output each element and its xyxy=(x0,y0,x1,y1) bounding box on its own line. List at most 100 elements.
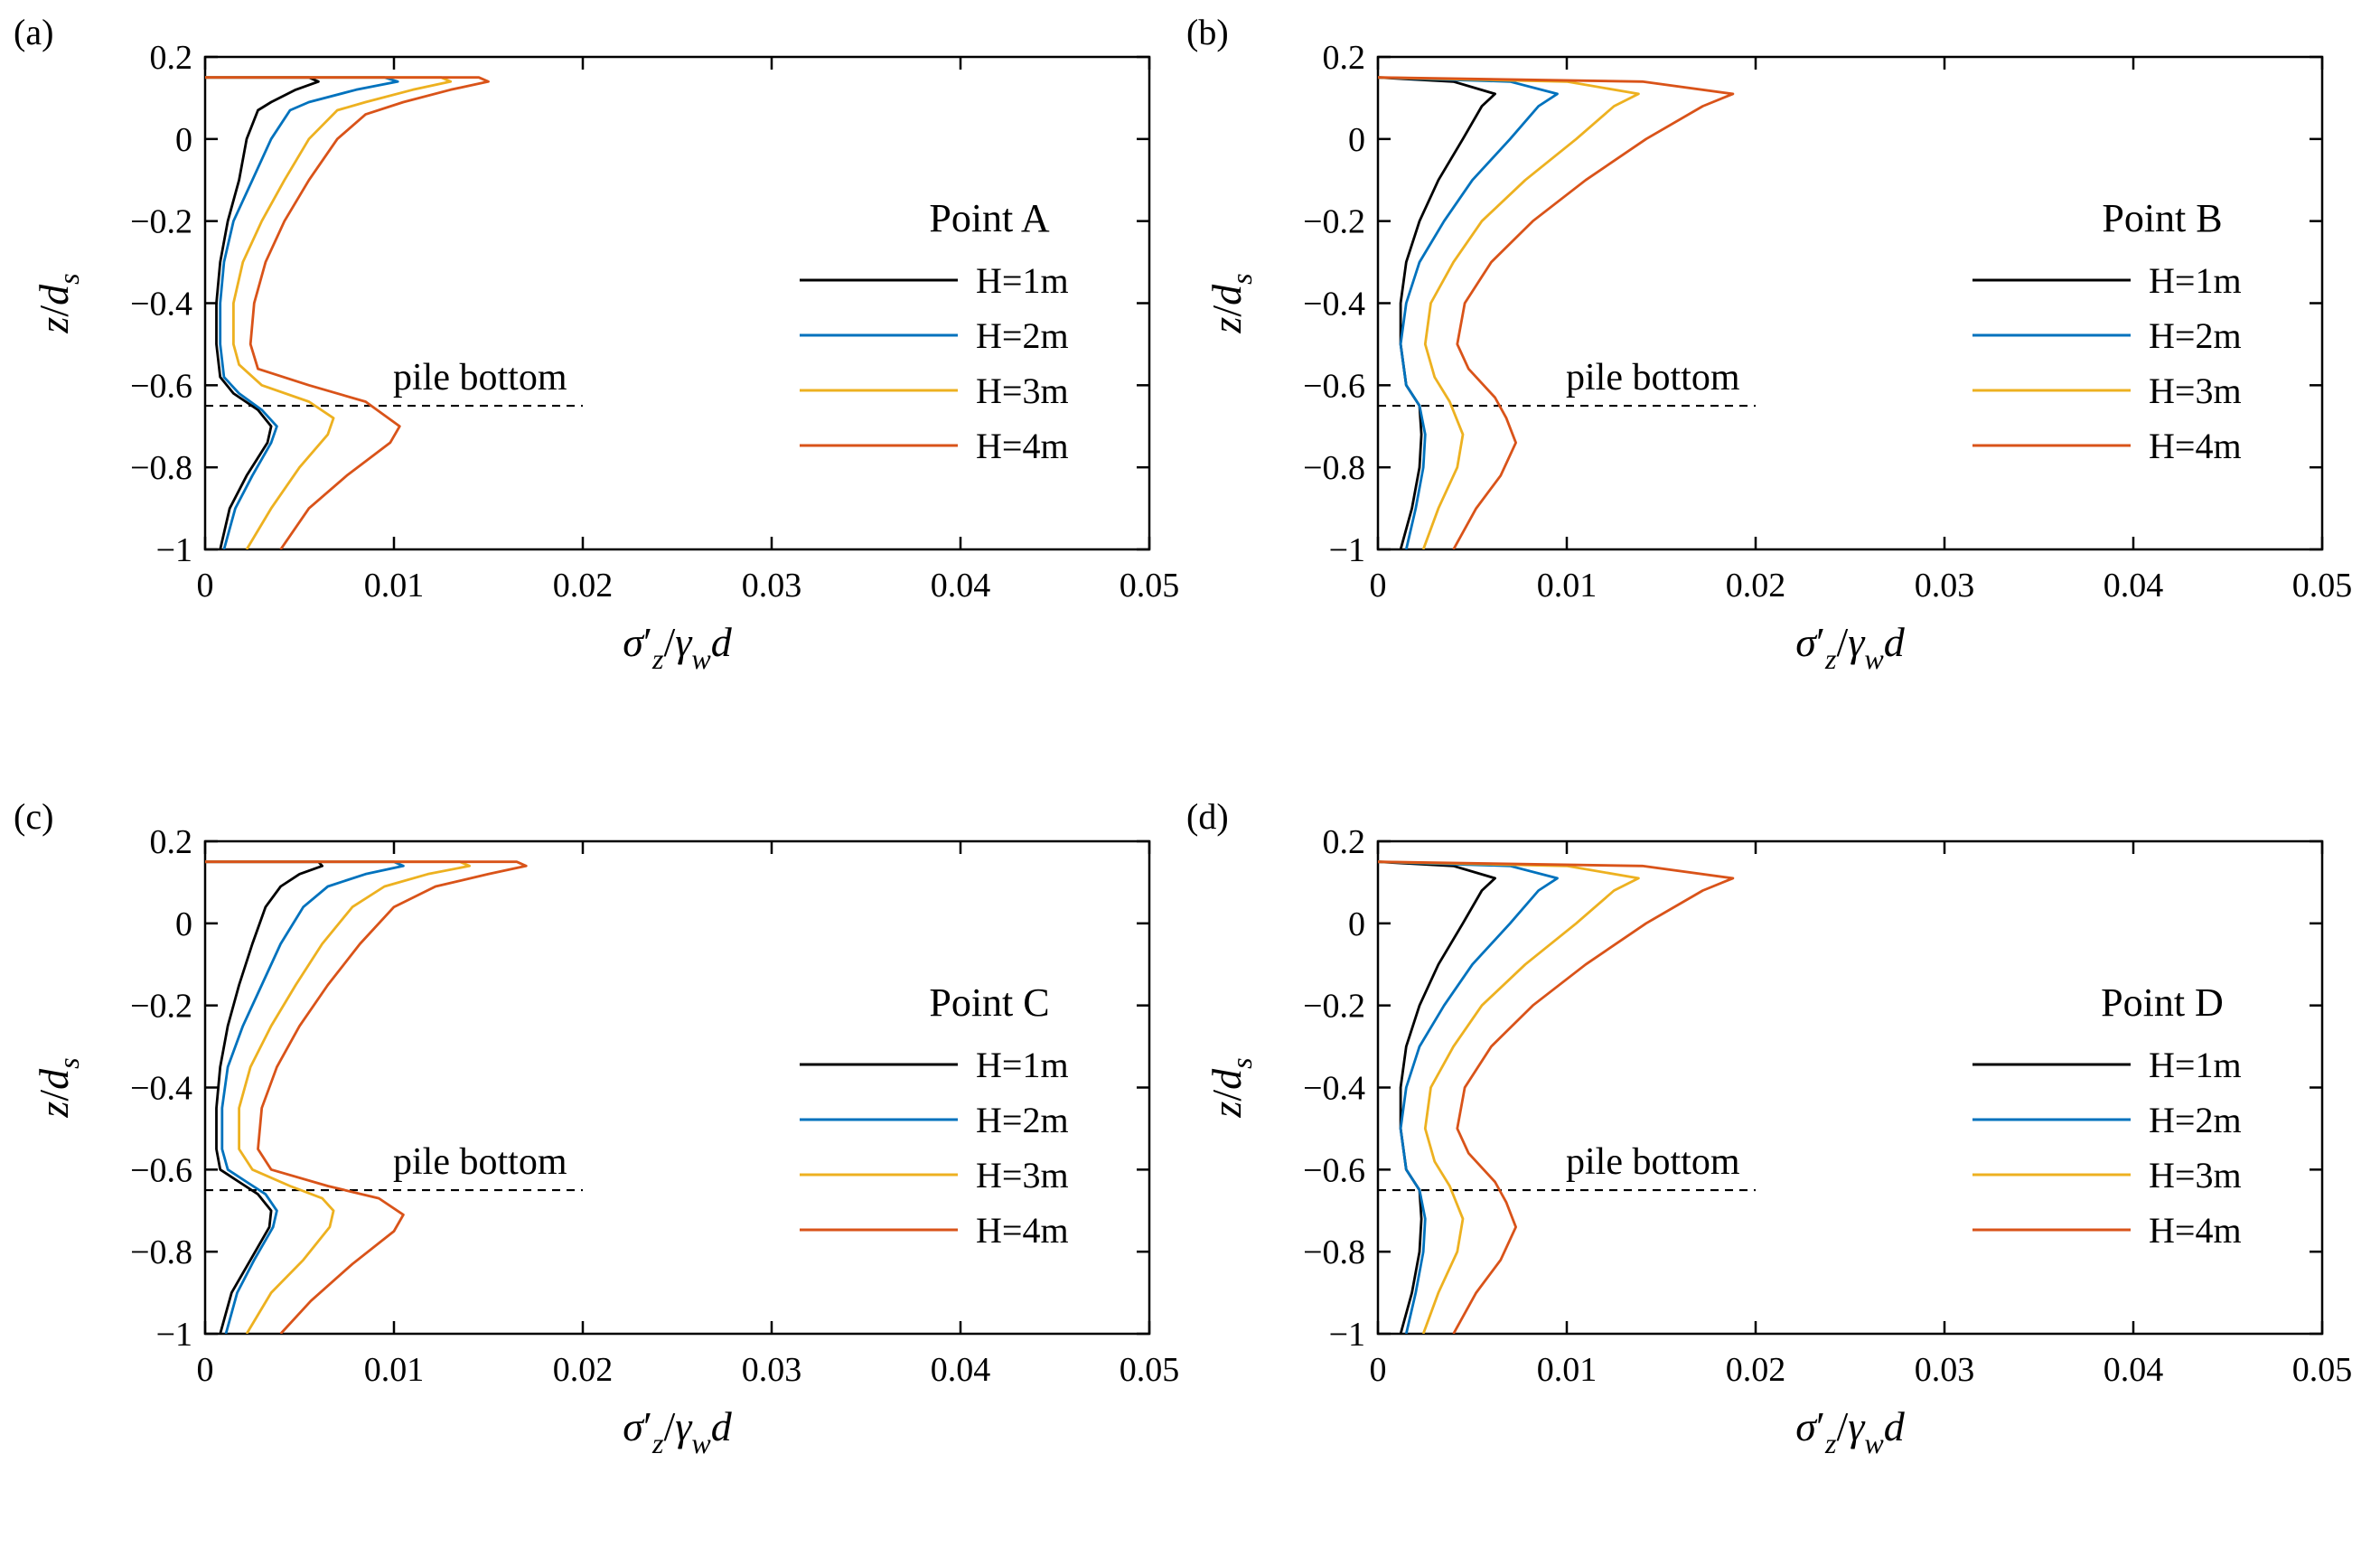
y-tick-label: −0.8 xyxy=(130,1233,192,1271)
x-tick-label: 0.01 xyxy=(364,567,425,605)
x-tick-label: 0.03 xyxy=(1915,1351,1975,1389)
x-tick-label: 0.04 xyxy=(931,1351,991,1389)
legend-entry: H=1m xyxy=(976,260,1069,301)
y-tick-label: −0.6 xyxy=(1303,367,1365,405)
series-line-h1m xyxy=(1378,76,1496,549)
series-line-h2m xyxy=(1378,76,1559,549)
y-tick-label: 0 xyxy=(1348,905,1365,943)
legend-entry: H=3m xyxy=(2149,370,2242,411)
legend-entry: H=3m xyxy=(976,1155,1069,1196)
y-tick-label: −0.2 xyxy=(130,988,192,1026)
y-tick-label: −0.2 xyxy=(1303,203,1365,241)
panel-label: (a) xyxy=(14,12,53,52)
series-line-h2m xyxy=(205,860,405,1334)
pile-bottom-label: pile bottom xyxy=(1566,357,1740,399)
x-tick-label: 0.05 xyxy=(2292,567,2353,605)
x-tick-label: 0.02 xyxy=(1726,567,1786,605)
x-tick-label: 0 xyxy=(1370,567,1387,605)
chart-panel: (c) 0 0.01 0.02 0.03 0.04 0.05 0.2 0 −0.2 −0.4 −0.6… xyxy=(14,796,1179,1459)
axes-frame xyxy=(1376,55,2324,551)
x-tick-label: 0 xyxy=(197,567,214,605)
y-tick-label: −0.6 xyxy=(130,1151,192,1189)
x-axis-title: σ′z/γwd xyxy=(623,619,732,675)
axes-frame xyxy=(1376,839,2324,1336)
y-axis-title: z/ds xyxy=(31,273,85,333)
x-tick-label: 0.04 xyxy=(931,567,991,605)
x-tick-label: 0 xyxy=(197,1351,214,1389)
y-tick-label: 0 xyxy=(175,905,192,943)
series-group xyxy=(1378,76,1735,549)
legend-entry: H=4m xyxy=(976,1210,1069,1251)
pile-bottom-label: pile bottom xyxy=(1566,1141,1740,1183)
series-line-h2m xyxy=(1378,860,1559,1334)
legend-entry: H=1m xyxy=(2149,260,2242,301)
x-tick-label: 0.01 xyxy=(364,1351,425,1389)
series-line-h2m xyxy=(205,76,399,549)
y-tick-label: −1 xyxy=(1329,531,1365,569)
legend-title: Point D xyxy=(2101,980,2224,1025)
y-tick-label: −0.4 xyxy=(130,286,192,324)
legend-entry: H=2m xyxy=(976,1100,1069,1140)
y-tick-label: −0.4 xyxy=(1303,1070,1365,1108)
x-tick-label: 0.02 xyxy=(1726,1351,1786,1389)
y-tick-label: 0.2 xyxy=(1323,823,1366,861)
y-tick-label: −0.6 xyxy=(130,367,192,405)
y-tick-label: −1 xyxy=(156,531,192,569)
pile-bottom-label: pile bottom xyxy=(393,1141,567,1183)
legend-title: Point C xyxy=(929,980,1049,1025)
legend-entry: H=3m xyxy=(2149,1155,2242,1196)
y-tick-label: 0.2 xyxy=(1323,39,1366,77)
series-line-h1m xyxy=(205,76,320,549)
y-tick-label: −0.2 xyxy=(130,203,192,241)
series-line-h4m xyxy=(1378,76,1735,549)
legend-entry: H=2m xyxy=(2149,315,2242,356)
x-tick-label: 0.02 xyxy=(553,1351,614,1389)
x-tick-label: 0.03 xyxy=(1915,567,1975,605)
y-tick-label: −0.8 xyxy=(1303,1233,1365,1271)
series-group xyxy=(205,76,490,549)
y-tick-label: −1 xyxy=(1329,1316,1365,1354)
panel-label: (c) xyxy=(14,796,53,837)
series-line-h4m xyxy=(1378,860,1735,1334)
x-axis-title: σ′z/γwd xyxy=(1795,619,1905,675)
series-line-h4m xyxy=(205,76,490,549)
series-line-h3m xyxy=(1378,860,1640,1334)
y-axis-title: z/ds xyxy=(1204,1057,1258,1118)
panel-label: (b) xyxy=(1186,12,1229,52)
y-tick-label: 0 xyxy=(1348,121,1365,159)
y-tick-label: −0.4 xyxy=(130,1070,192,1108)
chart-panel: (a) 0 0.01 0.02 0.03 0.04 0.05 0.2 0 −0.2 −0.4 −0.6… xyxy=(14,12,1179,675)
chart-panel: (d) 0 0.01 0.02 0.03 0.04 0.05 0.2 0 −0.2 −0.4 −0.6… xyxy=(1186,796,2352,1459)
y-tick-label: −0.6 xyxy=(1303,1151,1365,1189)
y-tick-label: −0.2 xyxy=(1303,988,1365,1026)
x-tick-label: 0.04 xyxy=(2104,1351,2164,1389)
series-line-h4m xyxy=(205,860,528,1334)
y-tick-label: −0.8 xyxy=(1303,449,1365,487)
y-tick-label: −0.8 xyxy=(130,449,192,487)
legend-entry: H=4m xyxy=(2149,426,2242,466)
x-tick-label: 0.03 xyxy=(742,567,802,605)
legend-entry: H=2m xyxy=(976,315,1069,356)
x-tick-label: 0.04 xyxy=(2104,567,2164,605)
x-axis-title: σ′z/γwd xyxy=(623,1403,732,1459)
y-tick-label: 0.2 xyxy=(150,823,193,861)
legend-title: Point A xyxy=(929,196,1049,240)
y-axis-title: z/ds xyxy=(31,1057,85,1118)
legend-entry: H=1m xyxy=(976,1045,1069,1085)
series-line-h3m xyxy=(1378,76,1640,549)
panel-label: (d) xyxy=(1186,796,1229,837)
series-line-h1m xyxy=(205,860,323,1334)
pile-bottom-label: pile bottom xyxy=(393,357,567,399)
x-tick-label: 0.05 xyxy=(1120,567,1180,605)
y-axis-title: z/ds xyxy=(1204,273,1258,333)
x-tick-label: 0.03 xyxy=(742,1351,802,1389)
series-line-h1m xyxy=(1378,860,1496,1334)
y-tick-label: 0.2 xyxy=(150,39,193,77)
x-axis-title: σ′z/γwd xyxy=(1795,1403,1905,1459)
legend-entry: H=4m xyxy=(2149,1210,2242,1251)
y-tick-label: 0 xyxy=(175,121,192,159)
y-tick-label: −1 xyxy=(156,1316,192,1354)
x-tick-label: 0.01 xyxy=(1537,567,1598,605)
y-tick-label: −0.4 xyxy=(1303,286,1365,324)
